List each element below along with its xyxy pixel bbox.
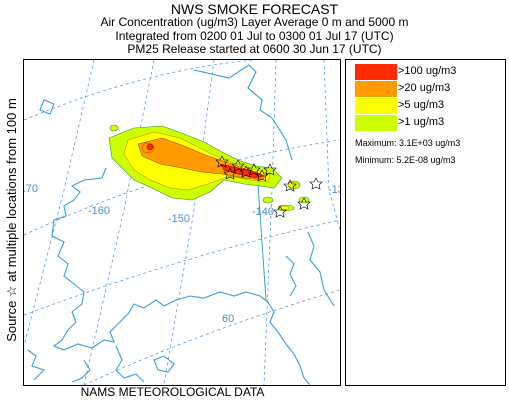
- legend-label-gt100: >100 ug/m3: [398, 65, 457, 77]
- lat-label-60: 60: [222, 313, 234, 325]
- source-location-label: Source ☆ at multiple locations from 100 …: [4, 98, 19, 342]
- legend-panel: >100 ug/m3 >20 ug/m3 >5 ug/m3 >1 ug/m3 M…: [345, 59, 506, 386]
- legend-label-gt20: >20 ug/m3: [398, 82, 451, 94]
- legend-swatch-gt100: [355, 64, 397, 80]
- subtitle-integration: Integrated from 0200 01 Jul to 0300 01 J…: [115, 29, 394, 43]
- graticule: [24, 60, 340, 385]
- lon-label-160: -160: [88, 205, 110, 217]
- meteorological-data-label: NAMS METEOROLOGICAL DATA: [80, 385, 265, 399]
- map-panel: -170 -160 -150 -140 -130 60: [23, 59, 341, 386]
- subtitle-release: PM25 Release started at 0600 30 Jun 17 (…: [127, 42, 382, 56]
- legend-swatch-gt5: [355, 98, 397, 114]
- chart-title: NWS SMOKE FORECAST: [170, 1, 339, 17]
- lon-label-170: -170: [24, 183, 38, 195]
- smoke-map: -170 -160 -150 -140 -130 60: [24, 60, 340, 385]
- minimum-stat: Minimum: 5.2E-08 ug/m3: [355, 155, 456, 165]
- subtitle-concentration: Air Concentration (ug/m3) Layer Average …: [100, 15, 409, 29]
- border-line: [256, 169, 267, 301]
- legend-swatch-gt20: [355, 81, 397, 97]
- legend-label-gt1: >1 ug/m3: [398, 116, 445, 128]
- lon-label-130: -130: [328, 184, 340, 196]
- coastline: [27, 64, 335, 385]
- source-markers: [215, 155, 323, 218]
- legend-swatch-gt1: [355, 115, 397, 131]
- legend-label-gt5: >5 ug/m3: [398, 99, 445, 111]
- lon-label-140: -140: [252, 206, 274, 218]
- lon-label-150: -150: [168, 213, 190, 225]
- maximum-stat: Maximum: 3.1E+03 ug/m3: [355, 138, 461, 148]
